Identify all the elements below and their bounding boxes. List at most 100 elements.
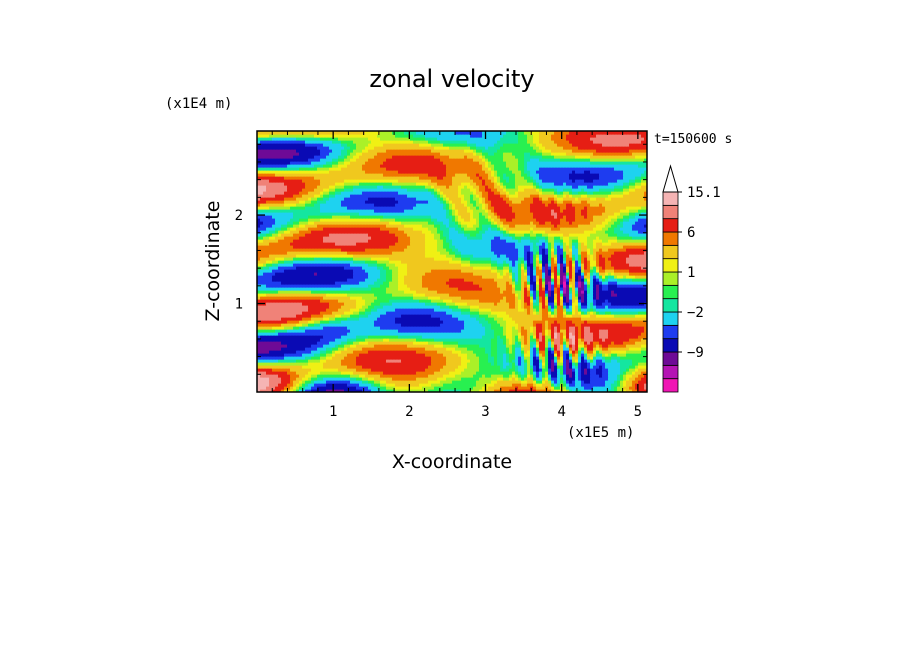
contour-cell [479, 356, 483, 360]
contour-cell [401, 281, 405, 285]
contour-cell [374, 359, 378, 363]
contour-cell [473, 368, 477, 372]
contour-cell [371, 290, 375, 294]
contour-cell [491, 338, 495, 342]
contour-cell [638, 317, 642, 321]
contour-cell [476, 356, 480, 360]
contour-cell [416, 356, 420, 360]
contour-cell [638, 314, 642, 318]
contour-cell [422, 299, 426, 303]
contour-cell [563, 329, 567, 333]
contour-cell [335, 344, 339, 348]
contour-cell [392, 371, 396, 375]
contour-cell [380, 308, 384, 312]
contour-cell [317, 338, 321, 342]
contour-cell [434, 383, 438, 387]
contour-cell [518, 353, 522, 357]
contour-cell [641, 323, 645, 327]
contour-cell [506, 341, 510, 345]
contour-cell [311, 284, 315, 288]
contour-cell [407, 308, 411, 312]
contour-cell [590, 311, 594, 315]
contour-cell [368, 341, 372, 345]
contour-cell [326, 290, 330, 294]
contour-cell [590, 314, 594, 318]
contour-cell [314, 389, 318, 392]
contour-cell [257, 356, 261, 360]
contour-cell [371, 275, 375, 279]
contour-cell [377, 329, 381, 333]
contour-cell [398, 299, 402, 303]
contour-cell [530, 374, 534, 378]
contour-cell [458, 296, 462, 300]
contour-cell [494, 368, 498, 372]
contour-cell [539, 374, 543, 378]
contour-cell [578, 311, 582, 315]
contour-cell [497, 293, 501, 297]
contour-cell [530, 338, 534, 342]
contour-cell [644, 320, 647, 324]
contour-cell [287, 305, 291, 309]
contour-cell [536, 281, 540, 285]
contour-cell [557, 350, 561, 354]
contour-cell [263, 344, 267, 348]
contour-cell [545, 320, 549, 324]
contour-cell [284, 275, 288, 279]
contour-cell [641, 380, 645, 384]
contour-cell [308, 281, 312, 285]
contour-cell [365, 329, 369, 333]
contour-cell [425, 377, 429, 381]
contour-cell [317, 290, 321, 294]
contour-cell [575, 377, 579, 381]
contour-cell [518, 341, 522, 345]
contour-cell [401, 275, 405, 279]
contour-cell [443, 365, 447, 369]
contour-cell [314, 317, 318, 321]
contour-cell [464, 299, 468, 303]
contour-cell [452, 323, 456, 327]
contour-cell [413, 275, 417, 279]
contour-cell [449, 284, 453, 288]
contour-cell [533, 299, 537, 303]
contour-cell [602, 377, 606, 381]
contour-cell [494, 317, 498, 321]
contour-cell [587, 368, 591, 372]
contour-cell [287, 287, 291, 291]
contour-cell [482, 287, 486, 291]
contour-cell [533, 305, 537, 309]
contour-cell [464, 350, 468, 354]
contour-cell [530, 299, 534, 303]
contour-cell [608, 314, 612, 318]
contour-cell [455, 317, 459, 321]
contour-cell [302, 314, 306, 318]
contour-cell [602, 323, 606, 327]
contour-cell [365, 293, 369, 297]
contour-cell [497, 302, 501, 306]
contour-cell [467, 368, 471, 372]
contour-cell [437, 305, 441, 309]
contour-cell [629, 299, 633, 303]
contour-cell [299, 332, 303, 336]
contour-cell [596, 341, 600, 345]
contour-cell [356, 305, 360, 309]
contour-cell [458, 314, 462, 318]
contour-cell [434, 368, 438, 372]
contour-cell [572, 341, 576, 345]
contour-cell [533, 281, 537, 285]
contour-cell [353, 305, 357, 309]
contour-cell [548, 323, 552, 327]
contour-cell [323, 275, 327, 279]
contour-cell [389, 383, 393, 387]
contour-cell [404, 290, 408, 294]
contour-cell [557, 311, 561, 315]
contour-cell [368, 347, 372, 351]
contour-cell [398, 362, 402, 366]
contour-cell [536, 284, 540, 288]
contour-cell [530, 305, 534, 309]
contour-cell [452, 383, 456, 387]
contour-cell [467, 317, 471, 321]
contour-cell [491, 317, 495, 321]
contour-cell [266, 275, 270, 279]
contour-cell [467, 389, 471, 392]
contour-cell [623, 335, 627, 339]
